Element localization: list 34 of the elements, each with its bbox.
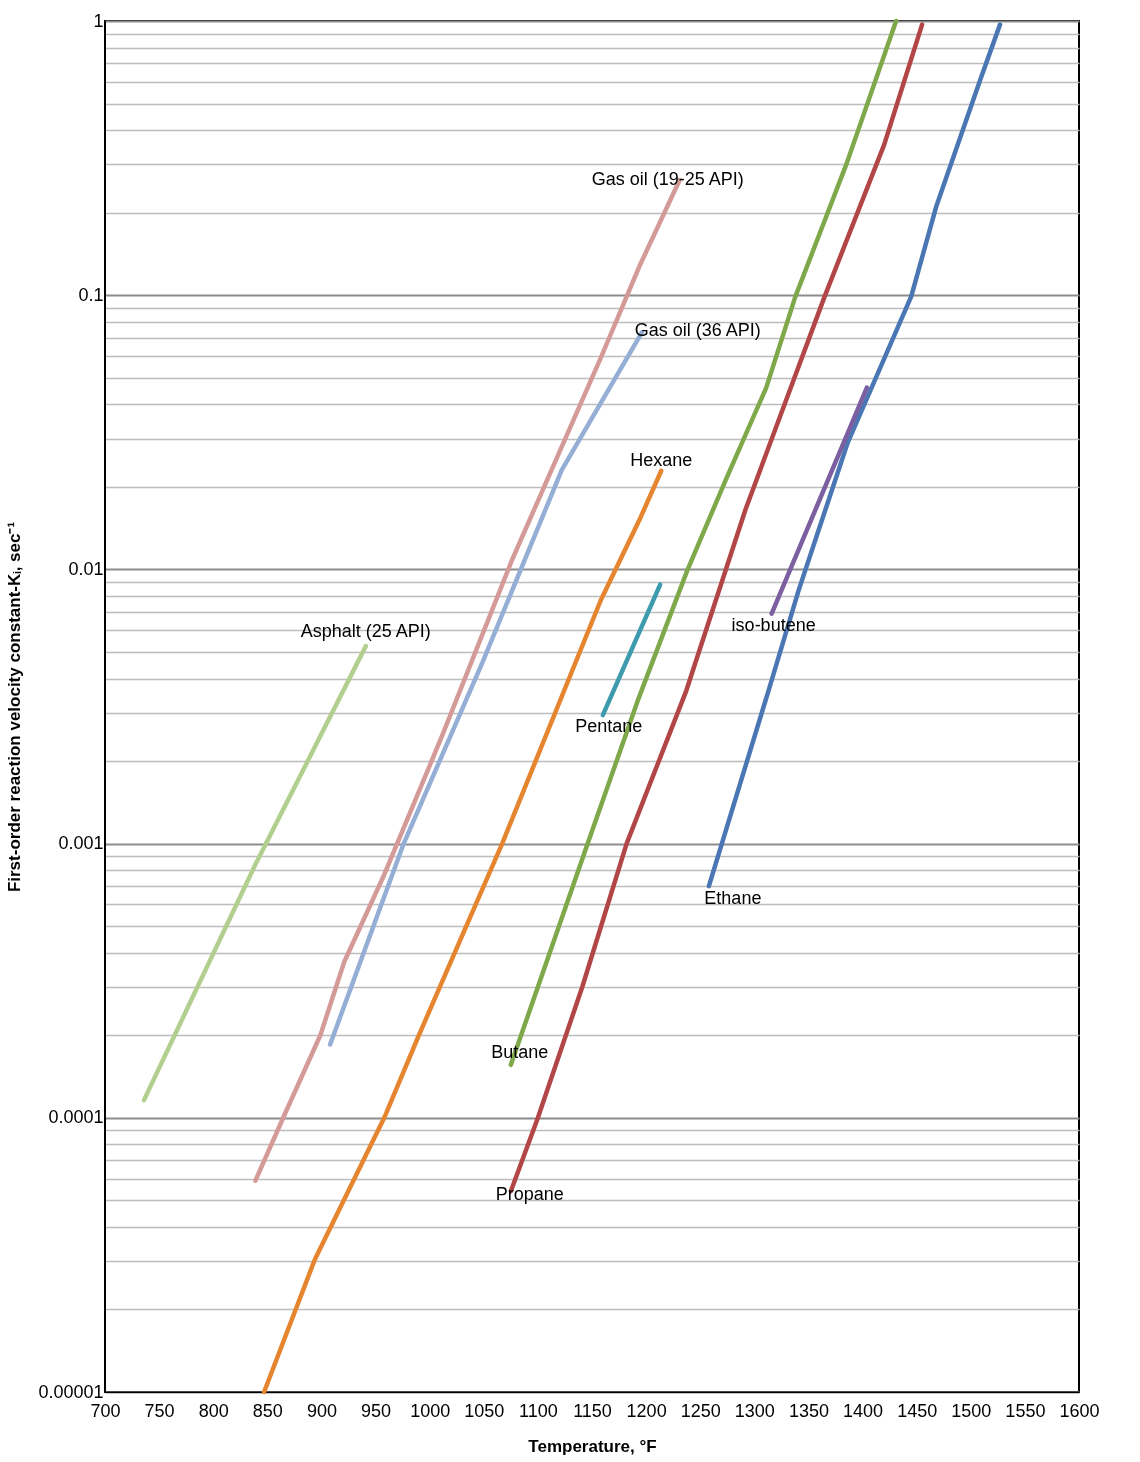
series-label: Gas oil (19-25 API) <box>591 169 744 190</box>
x-tick-label: 1300 <box>734 1400 775 1421</box>
x-tick-label: 1200 <box>626 1400 667 1421</box>
x-tick-label: 1150 <box>573 1400 612 1421</box>
x-tick-label: 1250 <box>680 1400 721 1421</box>
x-tick-label: 1400 <box>843 1400 884 1421</box>
x-tick-label: 850 <box>252 1400 283 1421</box>
x-tick-label: 1050 <box>464 1400 505 1421</box>
x-tick-label: 900 <box>306 1400 337 1421</box>
x-tick-label: 1550 <box>1005 1400 1046 1421</box>
x-tick-label: 1450 <box>897 1400 938 1421</box>
x-tick-label: 1000 <box>410 1400 451 1421</box>
line-series <box>261 468 664 1395</box>
y-tick-label: 0.0001 <box>48 1107 104 1128</box>
y-tick-label: 0.1 <box>78 284 104 305</box>
series-label: Gas oil (36 API) <box>634 319 761 340</box>
y-axis-title: First-order reaction velocity constant-Kᵢ, sec⁻¹ <box>5 521 25 893</box>
y-tick-label: 1 <box>93 10 104 31</box>
x-tick-label: 800 <box>198 1400 229 1421</box>
series-label: Ethane <box>704 888 762 909</box>
x-tick-label: 1100 <box>519 1400 558 1421</box>
x-axis-title: Temperature, °F <box>528 1436 657 1456</box>
x-tick-label: 1350 <box>788 1400 829 1421</box>
series-label: Propane <box>495 1184 564 1205</box>
y-tick-label: 0.00001 <box>38 1381 104 1402</box>
series-label: Asphalt (25 API) <box>300 621 431 642</box>
x-tick-label: 950 <box>361 1400 392 1421</box>
series-label: Hexane <box>630 449 693 470</box>
x-tick-label: 1600 <box>1059 1400 1100 1421</box>
y-tick-label: 0.001 <box>58 833 104 854</box>
x-tick-label: 750 <box>144 1400 175 1421</box>
x-tick-label: 700 <box>90 1400 121 1421</box>
y-tick-label: 0.01 <box>68 558 104 579</box>
x-tick-label: 1500 <box>951 1400 992 1421</box>
